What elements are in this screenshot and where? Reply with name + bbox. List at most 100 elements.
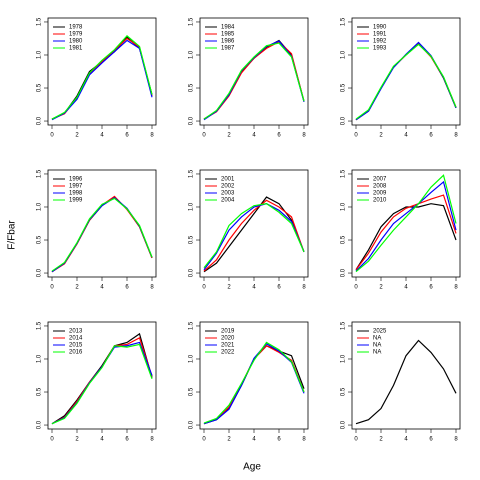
legend-label: 2022 [221,350,235,356]
x-tick-label: 6 [429,437,433,443]
y-tick-label: 1.5 [341,17,347,26]
y-tick-label: 1.5 [189,17,195,26]
legend-label: 1979 [69,32,83,38]
x-tick-label: 0 [202,133,206,139]
x-tick-label: 6 [125,437,129,443]
x-tick-label: 2 [227,285,231,291]
legend-label: 2002 [221,184,235,190]
y-tick-label: 1.5 [37,17,43,26]
legend-label: 2016 [69,350,83,356]
x-tick-label: 8 [302,133,306,139]
x-tick-label: 8 [150,437,154,443]
x-tick-label: 2 [227,437,231,443]
series-line [203,203,305,271]
legend-label: 2020 [221,336,235,342]
legend-label: 2003 [221,191,235,197]
legend-label: 1985 [221,32,235,38]
y-tick-label: 0.0 [37,116,43,125]
y-tick-label: 1.0 [37,202,43,211]
series-line [51,39,153,121]
y-tick-label: 1.5 [37,321,43,330]
y-tick-label: 0.5 [341,83,347,92]
x-tick-label: 8 [454,133,458,139]
legend-label: 2019 [221,329,235,335]
x-tick-label: 8 [150,285,154,291]
x-tick-label: 2 [227,133,231,139]
x-tick-label: 2 [379,437,383,443]
legend-label: 1991 [373,32,387,38]
legend-label: 1986 [221,39,235,45]
x-tick-label: 8 [302,437,306,443]
series-line [355,194,457,271]
legend-label: 1978 [69,25,83,31]
legend-label: 1981 [69,46,83,52]
x-tick-label: 4 [252,133,256,139]
x-tick-label: 4 [100,437,104,443]
y-tick-label: 1.0 [37,50,43,59]
x-tick-label: 2 [75,133,79,139]
x-tick-label: 4 [252,285,256,291]
x-tick-label: 6 [429,133,433,139]
legend-label: 1990 [373,25,387,31]
y-tick-label: 0.0 [189,116,195,125]
x-tick-label: 0 [354,133,358,139]
series-line [203,341,305,424]
legend-label: NA [373,343,381,349]
series-line [51,197,153,272]
legend-label: 1980 [69,39,83,45]
y-tick-label: 1.5 [341,321,347,330]
y-axis-label: F/Fbar [7,220,18,250]
y-tick-label: 1.0 [37,354,43,363]
x-tick-label: 0 [202,437,206,443]
x-axis-label: Age [243,462,261,473]
y-tick-label: 1.0 [189,354,195,363]
x-tick-label: 6 [125,133,129,139]
legend-label: 1997 [69,184,83,190]
legend-label: 1996 [69,177,83,183]
y-tick-label: 0.0 [341,116,347,125]
x-tick-label: 0 [50,133,54,139]
y-tick-label: 1.5 [37,169,43,178]
series-line [355,339,457,425]
x-tick-label: 4 [404,133,408,139]
legend-label: 1999 [69,198,83,204]
series-line [203,42,305,120]
series-line [203,199,305,272]
legend-label: 1992 [373,39,387,45]
y-tick-label: 1.0 [341,354,347,363]
series-line [203,203,305,269]
y-tick-label: 0.5 [189,83,195,92]
x-tick-label: 0 [202,285,206,291]
legend-label: 2015 [69,343,83,349]
legend-label: 1993 [373,46,387,52]
y-tick-label: 0.0 [341,420,347,429]
legend-label: NA [373,350,381,356]
y-tick-label: 1.0 [341,202,347,211]
x-tick-label: 4 [100,133,104,139]
x-tick-label: 8 [302,285,306,291]
legend-label: 1987 [221,46,235,52]
y-tick-label: 0.0 [37,268,43,277]
series-line [51,332,153,425]
legend-label: 1984 [221,25,235,31]
y-tick-label: 1.0 [189,202,195,211]
legend-label: 2021 [221,343,235,349]
y-tick-label: 0.5 [37,83,43,92]
x-tick-label: 4 [404,285,408,291]
legend-label: 2013 [69,329,83,335]
series-line [355,203,457,271]
x-tick-label: 6 [125,285,129,291]
legend-label: 2009 [373,191,387,197]
x-tick-label: 4 [252,437,256,443]
x-tick-label: 8 [454,437,458,443]
